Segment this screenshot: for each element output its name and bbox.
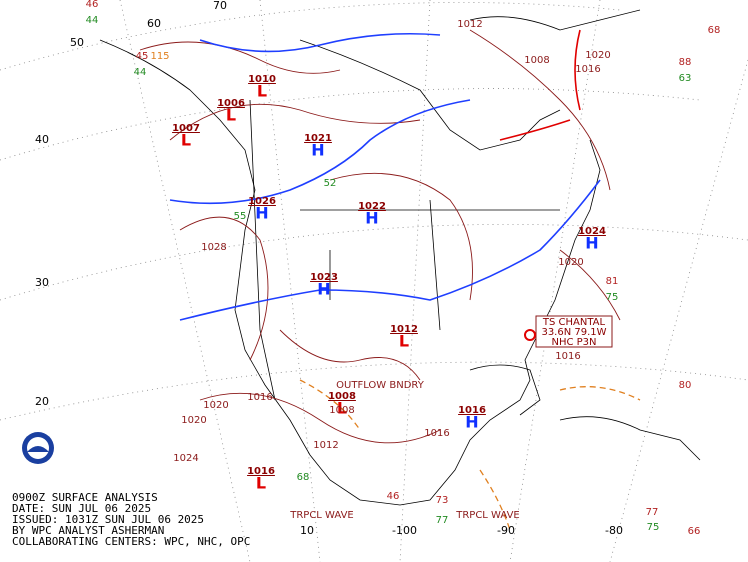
caption-line: ISSUED: 1031Z SUN JUL 06 2025 [12,513,204,526]
storm-box-line: 33.6N 79.1W [541,327,606,338]
low-letter: L [257,82,267,101]
isobar-label: 1024 [173,453,198,464]
high-pressure: 1026 [248,196,276,207]
station-value: 55 [234,211,247,222]
high-letter: H [311,141,324,160]
station-value: 75 [606,292,619,303]
low-letter: L [256,474,266,493]
isobar-label: 1012 [457,19,482,30]
isobar-label: 1016 [555,351,580,362]
storm-box-line: TS CHANTAL [542,317,606,328]
latitude-label: 50 [70,36,84,49]
boundary-label: OUTFLOW BNDRY [336,380,425,391]
station-value: 66 [688,526,701,537]
boundary-label: TRPCL WAVE [289,510,354,521]
latitude-label: 30 [35,276,49,289]
isobar-label: 1012 [313,440,338,451]
station-value: 63 [679,73,692,84]
station-value: 75 [647,522,660,533]
station-value: 88 [679,57,692,68]
caption-line: DATE: SUN JUL 06 2025 [12,502,151,515]
station-value: 46 [86,0,99,10]
high-letter: H [465,413,478,432]
low-pressure: 1012 [390,324,418,335]
isobar-label: 1020 [203,400,228,411]
low-letter: L [226,106,236,125]
station-value: 81 [606,276,619,287]
isobar-label: 1016 [424,428,449,439]
caption-line: BY WPC ANALYST ASHERMAN [12,524,164,537]
noaa-logo [22,432,54,464]
longitude-label: 70 [213,0,227,12]
storm-box-line: NHC P3N [551,337,596,348]
station-value: 46 [387,491,400,502]
station-value: 44 [86,15,99,26]
high-letter: H [365,209,378,228]
storm-symbol [524,329,536,341]
longitude-label: -100 [392,524,417,537]
station-value: 52 [324,178,337,189]
low-pressure: 1016 [247,466,275,477]
caption-line: COLLABORATING CENTERS: WPC, NHC, OPC [12,535,250,548]
high-letter: H [317,280,330,299]
isobars [139,29,621,444]
isobar-label: 1016 [247,392,272,403]
storm-box [535,315,613,348]
fronts [169,29,641,531]
isobar-label: 1020 [585,50,610,61]
isobar-label: 1028 [201,242,226,253]
isobar-label: 1008 [524,55,549,66]
high-letter: H [585,234,598,253]
boundary-label: TRPCL WAVE [455,510,520,521]
high-pressure: 1021 [304,133,332,144]
isobar-label: 1020 [558,257,583,268]
high-pressure: 1023 [310,272,338,283]
low-letter: L [399,332,409,351]
low-pressure: 1006 [217,98,245,109]
station-value: 73 [436,495,449,506]
low-pressure: 1010 [248,74,276,85]
isobar-label: 1020 [181,415,206,426]
station-value: 44 [134,67,147,78]
station-value: 80 [679,380,692,391]
low-pressure: 1007 [172,123,200,134]
station-value: 45 [136,51,149,62]
station-value: 68 [708,25,721,36]
longitude-label: 10 [300,524,314,537]
low-letter: L [181,131,191,150]
longitude-label: -80 [605,524,623,537]
high-pressure: 1022 [358,201,386,212]
high-pressure: 1024 [578,226,606,237]
longitude-label: 60 [147,17,161,30]
high-pressure: 1016 [458,405,486,416]
station-value: 77 [436,515,449,526]
high-letter: H [255,204,268,223]
isobar-label: 1016 [575,64,600,75]
station-value: 115 [150,51,169,62]
station-value: 68 [297,472,310,483]
station-value: 77 [646,507,659,518]
low-letter: L [337,399,347,418]
latitude-label: 40 [35,133,49,146]
isobar-label: 1008 [329,405,354,416]
coastlines [99,9,701,506]
caption-line: 0900Z SURFACE ANALYSIS [12,491,158,504]
latitude-label: 20 [35,395,49,408]
longitude-label: -90 [497,524,515,537]
low-pressure: 1008 [328,391,356,402]
